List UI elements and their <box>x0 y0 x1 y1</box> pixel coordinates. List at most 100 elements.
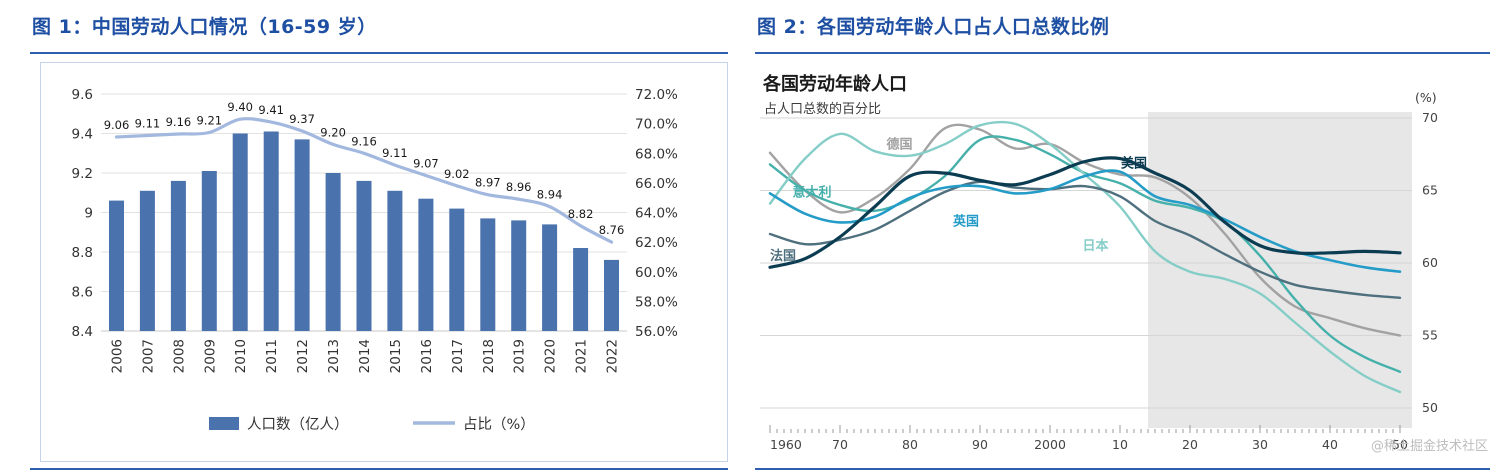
population-bar <box>325 173 341 331</box>
population-bar <box>170 180 186 331</box>
left-axis-tick-label: 9 <box>84 206 93 222</box>
population-bar <box>418 198 434 331</box>
bar-value-label: 9.20 <box>320 125 346 139</box>
population-bar <box>542 224 558 331</box>
series-line-france <box>768 180 1402 299</box>
y-axis-tick-label: 55 <box>1422 328 1438 343</box>
x-axis-tick-label: 40 <box>1322 437 1338 452</box>
series-label-uk: 英国 <box>952 213 979 229</box>
figure2-chart: 各国劳动年龄人口 占人口总数的百分比 (%) 70 65 60 55 50 1960 70 8… <box>755 62 1490 466</box>
figure2-unit-label: (%) <box>1415 90 1437 105</box>
watermark: @稀土掘金技术社区 <box>1370 439 1488 454</box>
figure2-title-prefix: 图 2： <box>757 16 817 38</box>
legend-bar-label: 人口数（亿人） <box>247 416 349 433</box>
population-bar <box>356 180 372 331</box>
population-bar <box>480 218 496 331</box>
x-axis-tick-label: 20 <box>1182 437 1198 452</box>
year-tick-label: 2015 <box>388 339 404 373</box>
figure1-panel: 图 1：中国劳动人口情况（16-59 岁） 9.6 9.4 9.2 9 8.8 8.6 8.… <box>30 8 728 470</box>
year-tick-label: 2021 <box>574 339 590 373</box>
population-bar <box>201 171 217 331</box>
year-tick-label: 2013 <box>326 339 342 373</box>
series-label-germany: 德国 <box>886 136 912 152</box>
left-axis-tick-label: 8.8 <box>72 245 93 261</box>
bar-value-label: 8.96 <box>506 180 532 194</box>
population-bar <box>263 131 279 331</box>
x-axis-tick-label: 30 <box>1252 437 1268 452</box>
left-axis-tick-label: 9.6 <box>72 87 93 103</box>
left-axis-tick-label: 8.4 <box>72 324 93 340</box>
population-bar <box>294 139 310 331</box>
right-axis-tick-label: 64.0% <box>635 206 678 222</box>
bar-value-label: 9.02 <box>444 167 470 181</box>
legend-line-label: 占比（%） <box>463 416 535 433</box>
legend-bar-swatch <box>209 417 239 430</box>
left-axis-tick-label: 9.4 <box>72 127 93 143</box>
year-tick-label: 2018 <box>481 339 497 373</box>
series-line-japan <box>768 120 1402 394</box>
population-bar <box>232 133 248 331</box>
year-tick-label: 2006 <box>110 339 126 373</box>
left-axis-tick-label: 9.2 <box>72 166 93 182</box>
ratio-line <box>114 117 614 244</box>
figure2-title-text: 各国劳动年龄人口占人口总数比例 <box>816 16 1110 38</box>
year-tick-label: 2009 <box>202 339 218 373</box>
bar-value-label: 9.41 <box>258 103 284 117</box>
year-tick-label: 2010 <box>233 339 249 373</box>
figure2-title: 图 2：各国劳动年龄人口占人口总数比例 <box>757 12 1109 39</box>
year-tick-label: 2022 <box>605 339 621 373</box>
bar-value-label: 9.40 <box>227 100 253 114</box>
figure2-bottom-rule <box>755 468 1490 470</box>
x-axis-tick-label: 10 <box>1112 437 1128 452</box>
series-label-france: 法国 <box>770 248 796 264</box>
bar-value-label: 9.37 <box>289 112 315 126</box>
population-bar <box>109 200 124 331</box>
right-axis-tick-label: 70.0% <box>635 117 678 133</box>
bar-value-label: 9.16 <box>351 134 377 148</box>
x-axis-tick-label: 80 <box>902 437 918 452</box>
population-bar <box>511 220 527 331</box>
y-axis-tick-label: 70 <box>1422 110 1438 125</box>
figure1-chart-canvas: 9.6 9.4 9.2 9 8.8 8.6 8.4 72.0% 70.0% 68.0% 66.0% 6… <box>72 87 679 433</box>
right-axis-tick-label: 56.0% <box>635 324 678 340</box>
right-axis-tick-label: 62.0% <box>635 235 678 251</box>
population-bar <box>604 259 619 331</box>
figure1-title-text: 中国劳动人口情况（16-59 岁） <box>91 16 377 38</box>
figure1-title: 图 1：中国劳动人口情况（16-59 岁） <box>32 12 377 39</box>
bar-value-label: 9.06 <box>104 118 130 132</box>
left-axis-tick-label: 8.6 <box>72 285 93 301</box>
series-line-us <box>768 156 1402 269</box>
bar-value-label: 9.07 <box>413 157 439 171</box>
bar-value-label: 8.97 <box>475 176 501 190</box>
bar-value-label: 9.21 <box>196 114 222 128</box>
figure2-chart-canvas: 70 65 60 55 50 1960 70 80 90 2000 10 20 30 40 50 德国意大利日… <box>760 110 1438 452</box>
year-tick-label: 2014 <box>357 339 373 373</box>
figure1-title-prefix: 图 1： <box>32 16 92 38</box>
right-axis-tick-label: 60.0% <box>635 265 678 281</box>
y-axis-tick-label: 65 <box>1422 183 1438 198</box>
year-tick-label: 2016 <box>419 339 435 373</box>
right-axis-tick-label: 72.0% <box>635 87 678 103</box>
bar-value-label: 8.82 <box>568 207 594 221</box>
x-axis-tick-label: 70 <box>832 437 848 452</box>
y-axis-tick-label: 50 <box>1422 400 1438 415</box>
bar-value-label: 9.11 <box>382 146 408 160</box>
figure1-bottom-rule <box>30 468 728 470</box>
bar-value-label: 9.16 <box>166 115 192 129</box>
right-axis-tick-label: 58.0% <box>635 294 678 310</box>
x-axis-tick-label: 90 <box>972 437 988 452</box>
population-bar <box>139 190 155 331</box>
forecast-band <box>1148 112 1412 428</box>
figure2-panel: 图 2：各国劳动年龄人口占人口总数比例 各国劳动年龄人口 占人口总数的百分比 (… <box>755 8 1490 470</box>
x-axis-tick-label: 1960 <box>770 437 802 452</box>
year-tick-label: 2007 <box>140 339 156 373</box>
x-axis-tick-label: 50 <box>1392 437 1408 452</box>
year-tick-label: 2017 <box>450 339 466 373</box>
figure2-title-rule <box>755 52 1490 54</box>
figure1-title-rule <box>30 52 728 54</box>
x-axis-tick-label: 2000 <box>1034 437 1066 452</box>
bar-value-label: 8.76 <box>599 223 625 237</box>
series-label-italy: 意大利 <box>792 184 831 200</box>
bar-value-label: 8.94 <box>537 188 563 202</box>
